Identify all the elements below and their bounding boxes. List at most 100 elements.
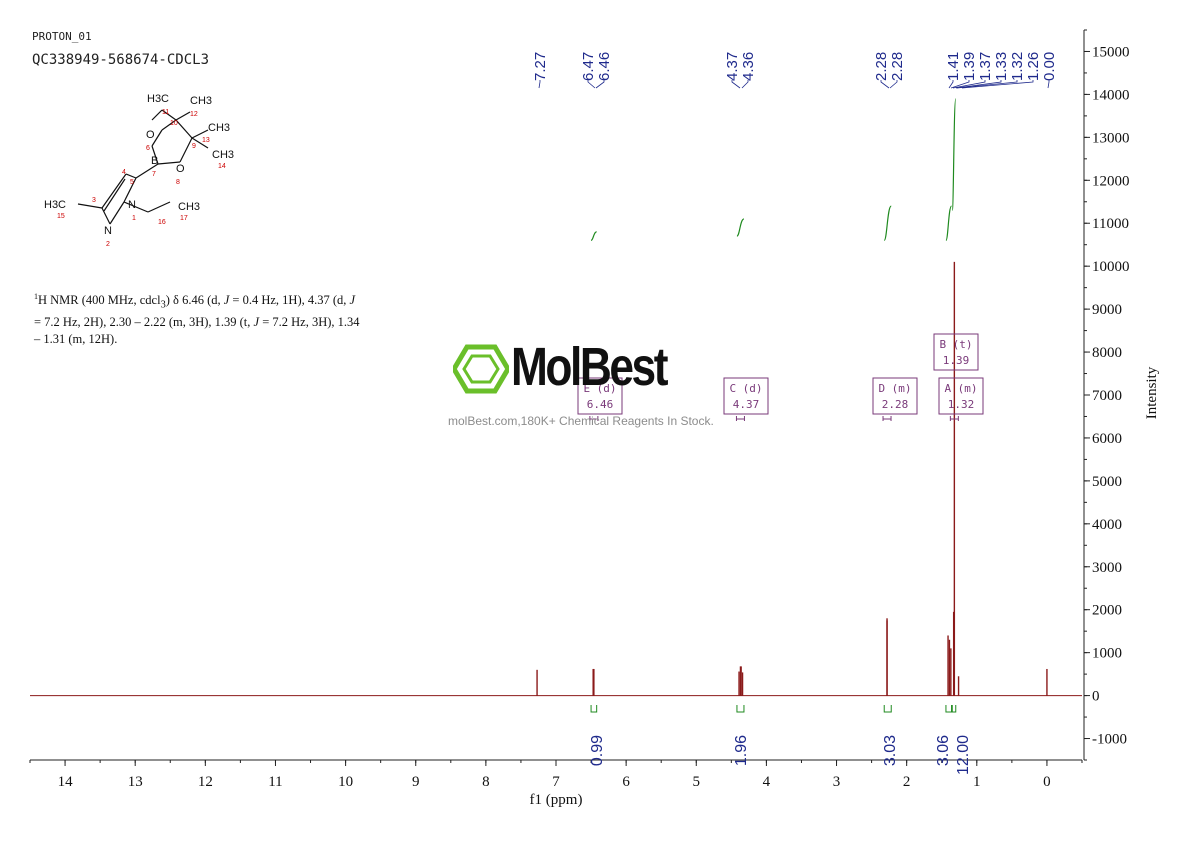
y-tick-label: 7000	[1092, 388, 1122, 404]
multiplet-range-marker	[949, 416, 959, 421]
bond-line	[101, 207, 111, 225]
multiplet-shift: 4.37	[733, 398, 760, 411]
y-tick-label: 5000	[1092, 474, 1122, 490]
multiplet-box	[933, 333, 979, 371]
multiplet-box	[577, 377, 623, 415]
x-tick-label: 14	[58, 774, 74, 790]
integral-bracket	[590, 705, 598, 713]
x-tick-label: 9	[412, 774, 420, 790]
bond-line	[101, 173, 127, 209]
x-tick-label: 12	[198, 774, 213, 790]
y-tick-label: 1000	[1092, 646, 1122, 662]
peak-label-connector	[948, 80, 954, 89]
peak-shift-label: 1.26	[1025, 52, 1042, 81]
multiplet-range-marker	[882, 416, 892, 421]
y-tick-label: 3000	[1092, 560, 1122, 576]
x-tick-label: 1	[973, 774, 981, 790]
peak-label-connector	[595, 80, 605, 89]
x-tick-label: 6	[622, 774, 630, 790]
atom-label: 8	[176, 179, 180, 186]
bond-line	[151, 109, 163, 121]
nucleus-superscript: 1	[34, 292, 38, 301]
bond-line	[191, 129, 209, 139]
atom-label: CH3	[212, 149, 234, 161]
peak-shift-label: 6.46	[596, 52, 613, 81]
watermark-tagline: molBest.com,180K+ Chemical Reagents In S…	[448, 414, 714, 428]
peak-label-connector	[587, 80, 596, 89]
peak-shift-label: 1.41	[945, 52, 962, 81]
peak-label-connector	[741, 80, 749, 89]
integral-value: 3.06	[935, 735, 952, 766]
y-tick-label: 14000	[1092, 87, 1130, 103]
multiplet-range-marker	[735, 416, 745, 421]
x-tick-label: 10	[338, 774, 353, 790]
atom-label: 6	[146, 145, 150, 152]
sample-id: QC338949-568674-CDCL3	[32, 52, 210, 68]
integral-bracket	[883, 705, 892, 713]
y-tick-label: 11000	[1092, 216, 1129, 232]
peak-label-connector	[950, 80, 970, 89]
peak-label-connector	[1047, 80, 1050, 89]
y-tick-label: 4000	[1092, 517, 1122, 533]
atom-label: 3	[92, 197, 96, 204]
multiplet-label: B (t)	[939, 338, 972, 351]
atom-label: CH3	[190, 95, 212, 107]
multiplet-box	[938, 377, 984, 415]
bond-line	[191, 137, 209, 149]
atom-label: 9	[192, 143, 196, 150]
peak-label-connector	[956, 80, 1018, 89]
integral-curve	[590, 231, 597, 242]
peak-label-connector	[961, 80, 1034, 89]
peak-shift-label: 0.00	[1041, 52, 1058, 81]
y-tick-label: 0	[1092, 689, 1100, 705]
multiplet-shift: 1.39	[943, 354, 970, 367]
multiplet-label: E (d)	[583, 382, 616, 395]
peak-shift-label: 1.33	[993, 52, 1010, 81]
atom-label: 4	[122, 169, 126, 176]
atom-label: 1	[132, 215, 136, 222]
atom-label: H3C	[147, 93, 169, 105]
multiplet-shift: 6.46	[587, 398, 614, 411]
atom-label: O	[146, 129, 155, 141]
integral-bracket	[951, 705, 957, 713]
multiplet-range-marker	[589, 416, 599, 421]
peak-shift-label: 6.47	[580, 52, 597, 81]
x-tick-label: 3	[833, 774, 841, 790]
bond-line	[123, 201, 149, 213]
peak-label-connector	[538, 80, 541, 89]
integral-value: 3.03	[882, 735, 899, 766]
multiplet-shift: 1.32	[948, 398, 975, 411]
integral-bracket	[945, 705, 953, 713]
integral-curve	[883, 205, 892, 242]
peak-shift-label: 2.28	[889, 52, 906, 81]
peak-shift-label: 1.39	[961, 52, 978, 81]
atom-label: CH3	[178, 201, 200, 213]
y-tick-label: 9000	[1092, 302, 1122, 318]
integral-curve	[951, 98, 957, 211]
multiplet-label: D (m)	[878, 382, 911, 395]
brand-name: MolBest	[511, 337, 668, 397]
atom-label: 14	[218, 163, 226, 170]
x-tick-label: 11	[268, 774, 282, 790]
multiplet-box	[872, 377, 918, 415]
bond-line	[147, 201, 171, 213]
atom-label: 16	[158, 219, 166, 226]
peak-label-connector	[955, 80, 1002, 89]
y-tick-label: 2000	[1092, 603, 1122, 619]
nmr-description: 1H NMR (400 MHz, cdcl3) δ 6.46 (d, J = 0…	[34, 288, 364, 348]
x-tick-label: 7	[552, 774, 560, 790]
peak-shift-label: 4.36	[740, 52, 757, 81]
atom-label: 13	[202, 137, 210, 144]
peak-shift-label: 7.27	[532, 52, 549, 81]
atom-label: N	[128, 199, 136, 211]
peak-shift-label: 2.28	[873, 52, 890, 81]
peak-label-connector	[731, 80, 741, 89]
peak-shift-label: 1.37	[977, 52, 994, 81]
molbest-logo: MolBest	[453, 337, 753, 402]
x-tick-label: 4	[763, 774, 771, 790]
x-tick-label: 0	[1043, 774, 1051, 790]
bond-line	[161, 119, 177, 131]
bond-line	[157, 161, 181, 165]
bond-line	[123, 177, 137, 203]
